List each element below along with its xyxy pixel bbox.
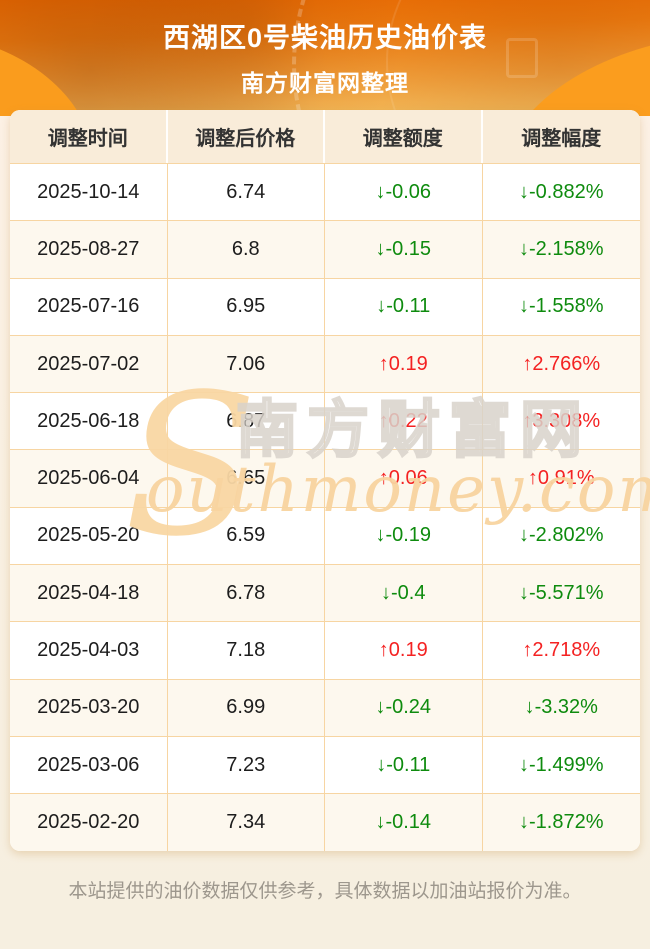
cell-date: 2025-06-18 — [10, 393, 168, 450]
cell-change: ↓-0.4 — [325, 565, 483, 622]
header-banner: 西湖区0号柴油历史油价表 南方财富网整理 — [0, 0, 650, 116]
cell-date: 2025-07-16 — [10, 278, 168, 335]
table-row: 2025-07-02 7.06 ↑0.19 ↑2.766% — [10, 334, 640, 393]
table-row: 2025-06-18 6.87 ↑0.22 ↑3.308% — [10, 392, 640, 450]
cell-date: 2025-03-06 — [10, 736, 168, 794]
cell-price: 6.95 — [168, 278, 325, 335]
cell-price: 6.65 — [168, 450, 325, 507]
header-adjust-pct: 调整幅度 — [521, 128, 602, 150]
fuel-gauge-icon — [292, 0, 650, 116]
cell-pct: ↑0.91% — [527, 467, 595, 490]
cell-change: ↑0.19 — [325, 622, 483, 679]
cell-price: 7.23 — [168, 736, 325, 794]
cell-pct: ↑3.308% — [522, 409, 601, 432]
cell-pct: ↑2.718% — [522, 639, 601, 662]
fuel-gauge-inner-icon — [386, 0, 650, 116]
header-adjust-price: 调整后价格 — [168, 110, 325, 163]
cell-date: 2025-08-27 — [10, 221, 168, 278]
cell-pct: ↓-0.882% — [519, 180, 604, 203]
cell-date: 2025-02-20 — [10, 794, 168, 851]
cell-date: 2025-04-18 — [10, 565, 168, 622]
footer-disclaimer: 本站提供的油价数据仅供参考，具体数据以加油站报价为准。 — [68, 880, 582, 902]
table-row: 2025-03-20 6.99 ↓-0.24 ↓-3.32% — [10, 678, 640, 736]
cell-price: 7.18 — [168, 622, 325, 679]
cell-pct: ↓-3.32% — [524, 696, 598, 719]
cell-change: ↓-0.11 — [325, 736, 483, 794]
cell-change: ↑0.22 — [325, 393, 483, 450]
cell-pct: ↓-1.872% — [519, 810, 604, 833]
cell-price: 6.74 — [168, 164, 325, 221]
cell-price: 7.34 — [168, 794, 325, 851]
table-row: 2025-03-06 7.23 ↓-0.11 ↓-1.499% — [10, 735, 640, 794]
cell-change: ↓-0.06 — [325, 164, 483, 221]
table-row: 2025-05-20 6.59 ↓-0.19 ↓-2.802% — [10, 506, 640, 565]
cell-change: ↓-0.24 — [325, 679, 483, 736]
cell-pct: ↓-2.802% — [519, 524, 604, 547]
cell-date: 2025-07-02 — [10, 335, 168, 393]
table-row: 2025-06-04 6.65 ↑0.06 ↑0.91% — [10, 449, 640, 507]
page-title: 西湖区0号柴油历史油价表 — [162, 23, 487, 53]
header-adjust-amount: 调整额度 — [325, 110, 483, 163]
cell-change: ↓-0.14 — [325, 794, 483, 851]
table-row: 2025-02-20 7.34 ↓-0.14 ↓-1.872% — [10, 793, 640, 851]
cell-change: ↓-0.15 — [325, 221, 483, 278]
cell-pct: ↓-2.158% — [519, 237, 604, 260]
cell-date: 2025-10-14 — [10, 164, 168, 221]
table-body: 2025-10-14 6.74 ↓-0.06 ↓-0.882% 2025-08-27 6.… — [10, 163, 640, 851]
cell-change: ↓-0.19 — [325, 507, 483, 565]
cell-pct: ↓-1.558% — [519, 295, 604, 318]
cell-date: 2025-06-04 — [10, 450, 168, 507]
header-adjust-time: 调整时间 — [10, 110, 168, 163]
cell-pct: ↓-1.499% — [519, 753, 604, 776]
table-row: 2025-08-27 6.8 ↓-0.15 ↓-2.158% — [10, 220, 640, 278]
cell-price: 6.78 — [168, 565, 325, 622]
cell-change: ↑0.19 — [325, 335, 483, 393]
cell-pct: ↑2.766% — [522, 352, 601, 375]
table-header-row: 调整时间 调整后价格 调整额度 调整幅度 — [10, 110, 640, 163]
cell-change: ↑0.06 — [325, 450, 483, 507]
cell-change: ↓-0.11 — [325, 278, 483, 335]
cell-date: 2025-03-20 — [10, 679, 168, 736]
cell-price: 6.59 — [168, 507, 325, 565]
cell-price: 6.8 — [168, 221, 325, 278]
cell-pct: ↓-5.571% — [519, 581, 604, 604]
cell-date: 2025-05-20 — [10, 507, 168, 565]
table-row: 2025-10-14 6.74 ↓-0.06 ↓-0.882% — [10, 163, 640, 221]
cell-price: 6.87 — [168, 393, 325, 450]
price-history-table: 调整时间 调整后价格 调整额度 调整幅度 2025-10-14 6.74 ↓-0.0… — [10, 110, 640, 851]
cell-date: 2025-04-03 — [10, 622, 168, 679]
cell-price: 6.99 — [168, 679, 325, 736]
table-row: 2025-07-16 6.95 ↓-0.11 ↓-1.558% — [10, 277, 640, 335]
fuel-pump-icon — [506, 38, 538, 78]
table-row: 2025-04-03 7.18 ↑0.19 ↑2.718% — [10, 621, 640, 679]
page-subtitle: 南方财富网整理 — [241, 70, 409, 96]
cell-price: 7.06 — [168, 335, 325, 393]
table-row: 2025-04-18 6.78 ↓-0.4 ↓-5.571% — [10, 564, 640, 622]
